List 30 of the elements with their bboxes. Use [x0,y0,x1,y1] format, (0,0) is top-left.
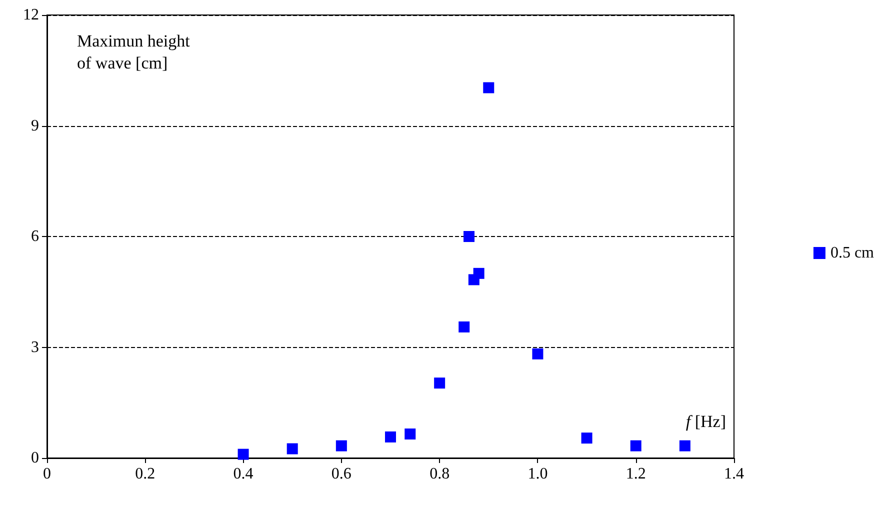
x-tick-label: 0.4 [233,466,254,482]
point [679,440,690,452]
x-tick-label: 1.4 [724,466,744,482]
x-tick-label: 0.8 [430,466,450,482]
y-tick-label: 6 [31,228,39,245]
point [404,428,416,440]
point [532,348,544,360]
point [458,321,470,332]
legend-label: 0.5 cm [830,244,875,262]
point [630,440,642,452]
y-axis-title: Maximun height of wave [cm] [77,32,194,72]
point [473,268,484,279]
point [483,82,494,94]
point [336,440,347,452]
x-tick-label: 0.6 [331,466,352,482]
y-tick-label: 9 [31,117,39,134]
x-axis-title: f [Hz] [686,412,726,431]
x-tick-label: 1.0 [528,466,548,482]
y-tick-label: 0 [31,450,39,466]
point [385,431,396,442]
point [434,378,446,389]
point [286,443,298,454]
point [238,448,249,460]
y-tick-label: 3 [31,338,39,356]
point [581,432,592,444]
x-tick-label: 0.2 [135,466,156,482]
y-tick-label: 12 [23,6,39,24]
x-tick-label: 1.2 [626,466,646,482]
x-tick-label: 0 [43,466,51,482]
point [464,231,475,242]
